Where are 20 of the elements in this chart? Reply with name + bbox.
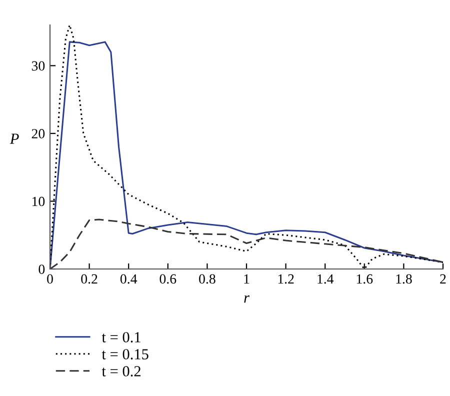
x-tick-label: 0.4	[120, 274, 138, 284]
x-tick-label: 0.2	[81, 274, 98, 284]
x-tick-label: 0.8	[199, 274, 216, 284]
legend-label: t = 0.2	[102, 366, 140, 376]
x-tick-label: 1.8	[396, 274, 412, 284]
x-tick-label: 1.4	[318, 274, 334, 284]
y-tick-label: 0	[38, 264, 45, 274]
y-tick-label: 30	[32, 61, 45, 71]
legend-label: t = 0.1	[102, 332, 140, 342]
legend-label: t = 0.15	[102, 349, 148, 360]
x-axis-title: r	[244, 295, 250, 303]
y-tick-label: 10	[32, 196, 45, 206]
x-tick-label: 2	[440, 274, 446, 284]
x-tick-label: 1.2	[278, 274, 294, 284]
x-tick-label: 1.6	[356, 274, 373, 284]
x-tick-label: 0.6	[160, 274, 176, 284]
y-tick-label: 20	[32, 129, 45, 138]
x-tick-label: 0	[47, 274, 53, 284]
x-tick-label: 1	[244, 274, 250, 284]
y-axis-title: P	[10, 134, 19, 144]
